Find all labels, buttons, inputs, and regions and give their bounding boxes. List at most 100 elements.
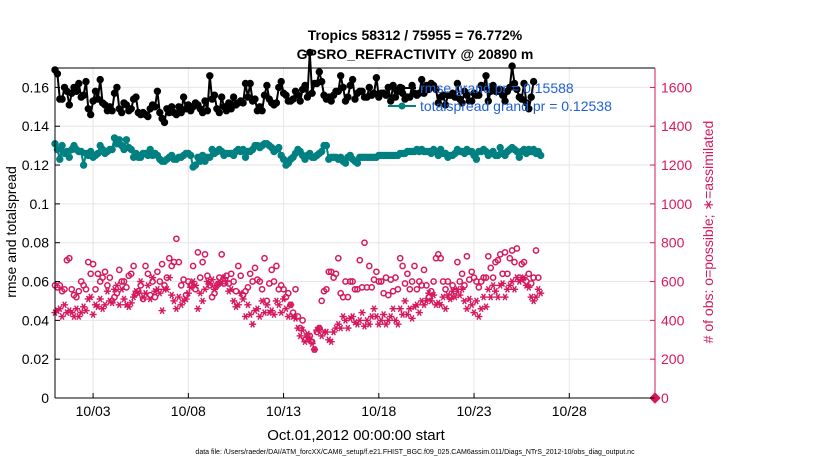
totalspread-point [472,155,481,163]
obs-possible-point [449,282,456,289]
rmse-point [475,91,483,99]
obs-assimilated-point [170,297,178,305]
rmse-point [382,91,390,99]
rmse-point [127,105,135,113]
obs-possible-point [475,284,483,291]
y-tick-label-right: 0 [661,390,669,406]
rmse-point [529,77,538,86]
rmse-point [308,89,316,97]
rmse-point [227,105,235,113]
obs-assimilated-point [256,313,264,320]
obs-possible-point [408,278,416,285]
rmse-point [218,93,226,101]
rmse-point [315,68,323,76]
legend-totalspread-swatch-marker [398,102,406,110]
obs-assimilated-point [134,289,142,297]
obs-possible-point [361,239,368,247]
obs-possible-point [101,268,109,276]
obs-assimilated-point [299,326,307,334]
obs-assimilated-point [227,285,235,293]
rmse-point [303,93,312,101]
totalspread-point [322,141,331,150]
rmse-point [370,89,378,97]
obs-possible-point [268,266,276,274]
plot-area [55,68,655,398]
rmse-point [153,87,162,96]
obs-assimilated-point [120,295,128,303]
obs-assimilated-point [208,276,216,284]
obs-possible-point [501,249,509,256]
obs-assimilated-point [415,309,423,317]
totalspread-point [94,149,102,158]
obs-possible-point [258,285,266,293]
obs-assimilated-point [113,281,121,289]
totalspread-point [127,145,135,154]
obs-possible-point [351,285,359,293]
totalspread-point [56,155,64,163]
obs-possible-point [87,270,95,278]
rmse-point [289,95,297,103]
obs-assimilated-point [337,324,345,332]
rmse-point [372,74,381,82]
axes: 10/03 10/08 10/13 10/18 10/23 10/28 0 0.02 0.04 0… [22,67,692,419]
obs-possible-point [118,278,126,285]
obs-assimilated-point [296,332,304,340]
obs-possible-point [56,282,64,289]
obs-assimilated-point [87,293,95,301]
obs-assimilated-point [115,301,123,309]
obs-possible-point [392,274,399,281]
obs-assimilated-point [537,289,545,297]
rmse-point [210,91,219,99]
obs-assimilated-point [475,313,483,320]
rmse-point [406,93,414,101]
obs-possible-point [299,317,306,324]
rmse-point [458,99,466,107]
rmse-point [518,95,526,103]
obs-assimilated-point [118,285,126,293]
rmse-point [79,91,88,99]
obs-possible-point [325,268,333,276]
obs-possible-point [318,297,326,305]
obs-assimilated-point [82,307,90,315]
rmse-point [82,77,90,86]
rmse-point [296,97,304,105]
rmse-point [301,81,309,90]
obs-possible-point [430,278,437,285]
obs-possible-point [456,278,464,285]
chart-title: Tropics 58312 / 75955 = 76.772% [307,27,523,43]
rmse-point [244,93,252,101]
obs-possible-point [437,254,445,262]
obs-possible-point [484,252,492,260]
obs-assimilated-point [377,316,385,324]
rmse-point [527,93,535,101]
obs-assimilated-point [175,293,183,301]
obs-assimilated-point [460,297,469,305]
obs-assimilated-point [172,305,180,313]
obs-assimilated-point [258,297,266,305]
obs-assimilated-point [168,291,176,299]
rmse-point [118,108,126,117]
obs-possible-point [177,282,185,289]
obs-assimilated-point [191,281,200,289]
obs-assimilated-point [201,285,209,293]
obs-assimilated-point [408,314,416,322]
obs-possible-point [406,285,414,293]
y-axis-label-left: rmse and totalspread [3,166,19,298]
obs-assimilated-point [396,305,404,313]
obs-possible-point [394,285,402,293]
obs-possible-point [396,254,404,262]
rmse-point [151,103,159,111]
obs-possible-point [461,282,468,289]
obs-assimilated-point [253,305,261,313]
obs-assimilated-point [101,301,109,309]
totalspread-point [58,141,66,150]
y-tick-label-right: 1200 [661,157,692,173]
obs-possible-point [401,280,409,287]
series-layer [51,48,661,404]
rmse-point [420,89,428,97]
obs-possible-point [458,270,466,278]
y-tick-label-right: 200 [661,351,685,367]
rmse-point [177,108,185,117]
rmse-point [306,48,314,57]
rmse-point [246,79,254,88]
